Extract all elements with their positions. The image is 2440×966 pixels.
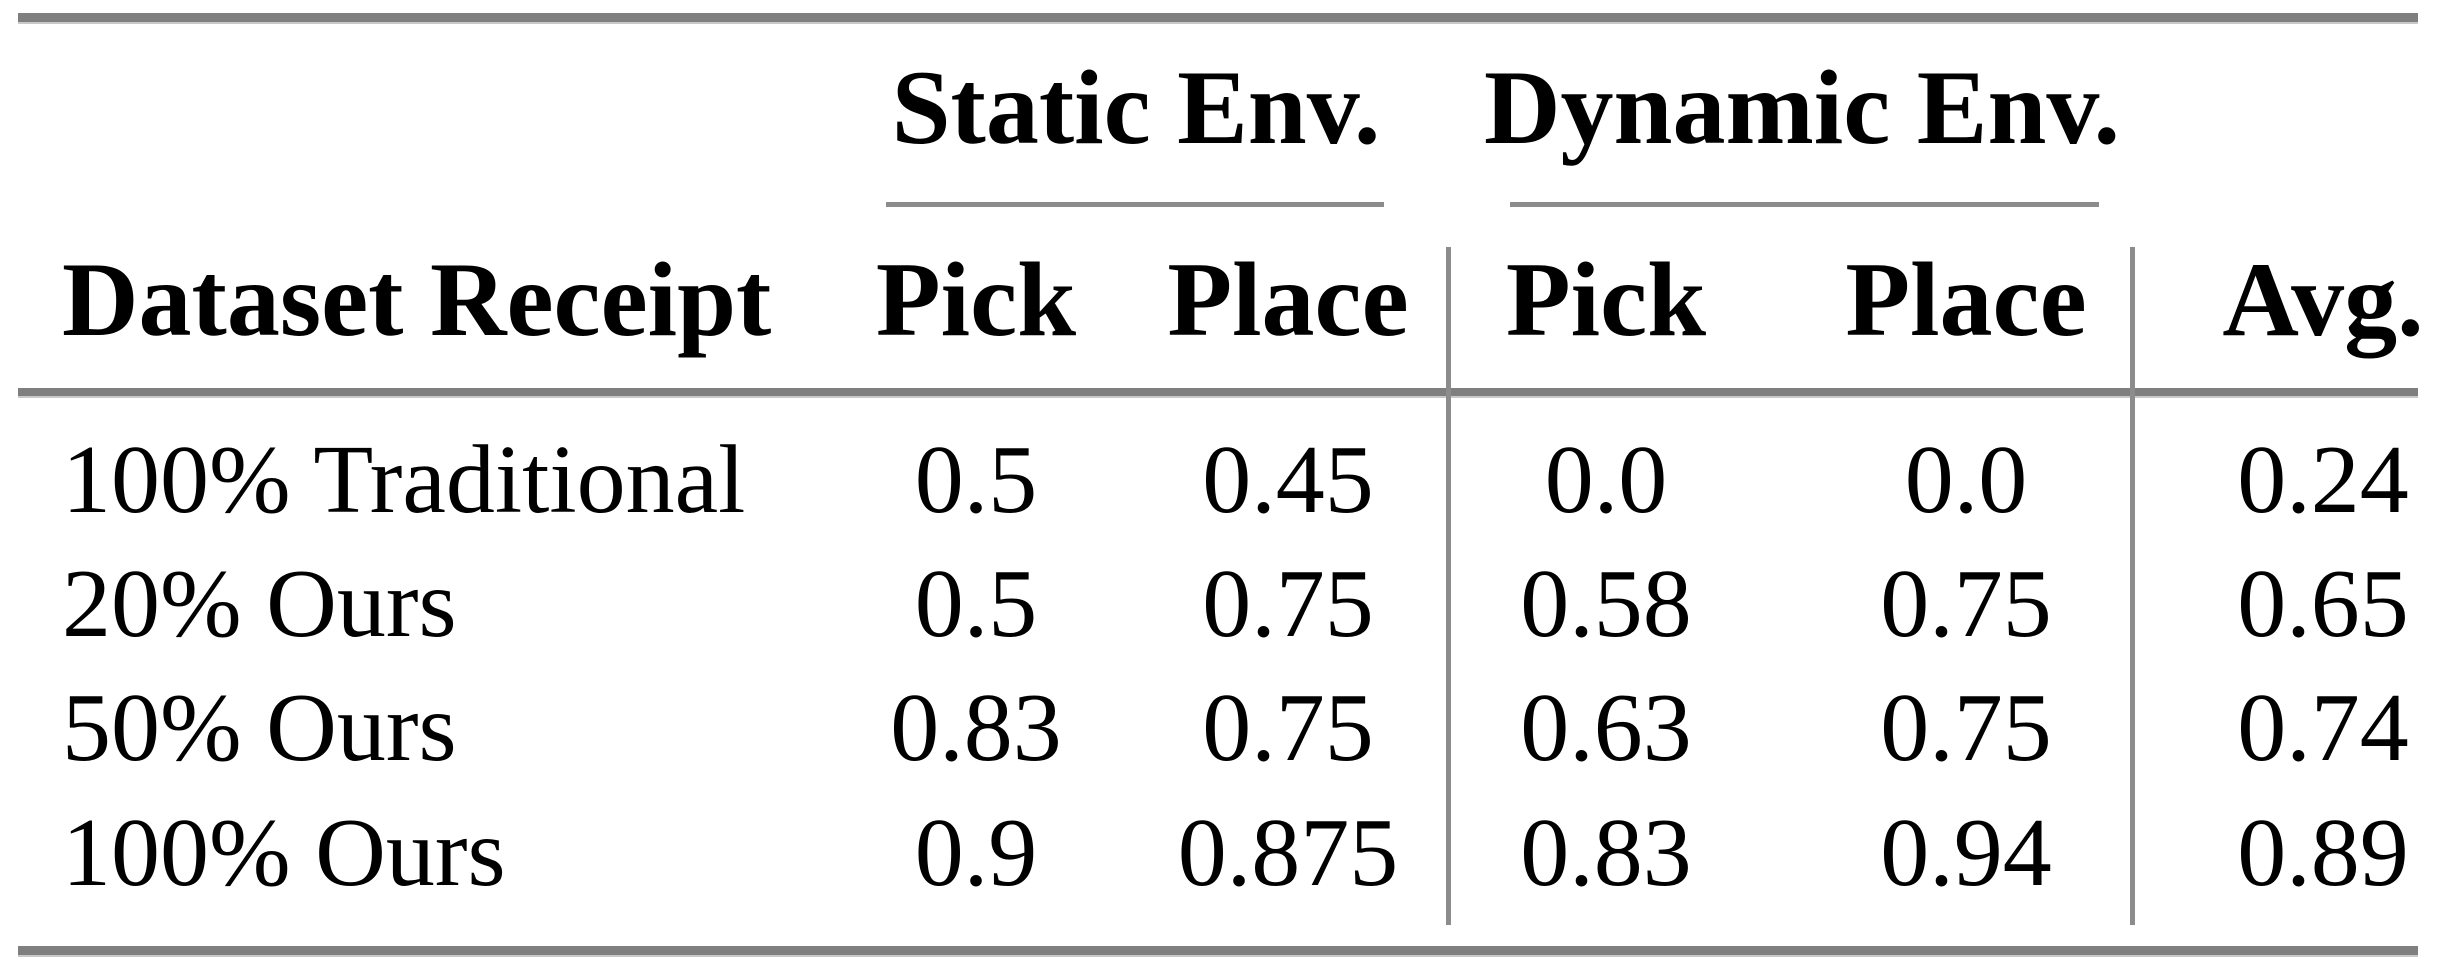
table-row: 100% Ours 0.9 0.875 0.83 0.94 0.89 — [0, 791, 2440, 915]
col-header-dynamic-place: Place — [1845, 241, 2087, 358]
cell-avg: 0.74 — [2237, 674, 2409, 782]
avg-divider — [2130, 247, 2135, 925]
cell-dynamic-place: 0.0 — [1904, 426, 2028, 534]
dynamic-env-cmidrule — [1510, 202, 2099, 207]
cell-avg: 0.89 — [2237, 799, 2409, 907]
row-label: 100% Ours — [62, 799, 506, 907]
table-row: 100% Traditional 0.5 0.45 0.0 0.0 0.24 — [0, 418, 2440, 542]
cell-avg: 0.65 — [2237, 550, 2409, 658]
static-dynamic-divider — [1446, 247, 1451, 925]
cell-dynamic-place: 0.75 — [1880, 550, 2052, 658]
cell-static-pick: 0.5 — [914, 550, 1038, 658]
cell-static-place: 0.875 — [1177, 799, 1399, 907]
col-header-avg: Avg. — [2222, 241, 2424, 358]
row-label: 50% Ours — [62, 674, 457, 782]
row-label: 100% Traditional — [62, 426, 746, 534]
col-group-dynamic-env: Dynamic Env. — [1483, 48, 2121, 166]
bottom-rule — [18, 946, 2418, 957]
cell-static-place: 0.75 — [1202, 550, 1374, 658]
cell-dynamic-place: 0.75 — [1880, 674, 2052, 782]
cell-static-pick: 0.83 — [890, 674, 1062, 782]
cell-avg: 0.24 — [2237, 426, 2409, 534]
static-env-cmidrule — [886, 202, 1384, 207]
table-row: 20% Ours 0.5 0.75 0.58 0.75 0.65 — [0, 542, 2440, 666]
cell-static-place: 0.75 — [1202, 674, 1374, 782]
col-header-dataset-receipt: Dataset Receipt — [62, 241, 772, 358]
cell-static-pick: 0.9 — [914, 799, 1038, 907]
cell-static-pick: 0.5 — [914, 426, 1038, 534]
col-header-static-pick: Pick — [875, 241, 1077, 358]
table-row: 50% Ours 0.83 0.75 0.63 0.75 0.74 — [0, 666, 2440, 790]
top-rule — [18, 13, 2418, 24]
header-rule — [18, 388, 2418, 398]
col-header-static-place: Place — [1167, 241, 1409, 358]
row-label: 20% Ours — [62, 550, 457, 658]
col-header-dynamic-pick: Pick — [1505, 241, 1707, 358]
cell-dynamic-pick: 0.63 — [1520, 674, 1692, 782]
cell-static-place: 0.45 — [1202, 426, 1374, 534]
col-group-static-env: Static Env. — [891, 48, 1381, 166]
cell-dynamic-pick: 0.0 — [1544, 426, 1668, 534]
cell-dynamic-pick: 0.58 — [1520, 550, 1692, 658]
cell-dynamic-place: 0.94 — [1880, 799, 2052, 907]
cell-dynamic-pick: 0.83 — [1520, 799, 1692, 907]
